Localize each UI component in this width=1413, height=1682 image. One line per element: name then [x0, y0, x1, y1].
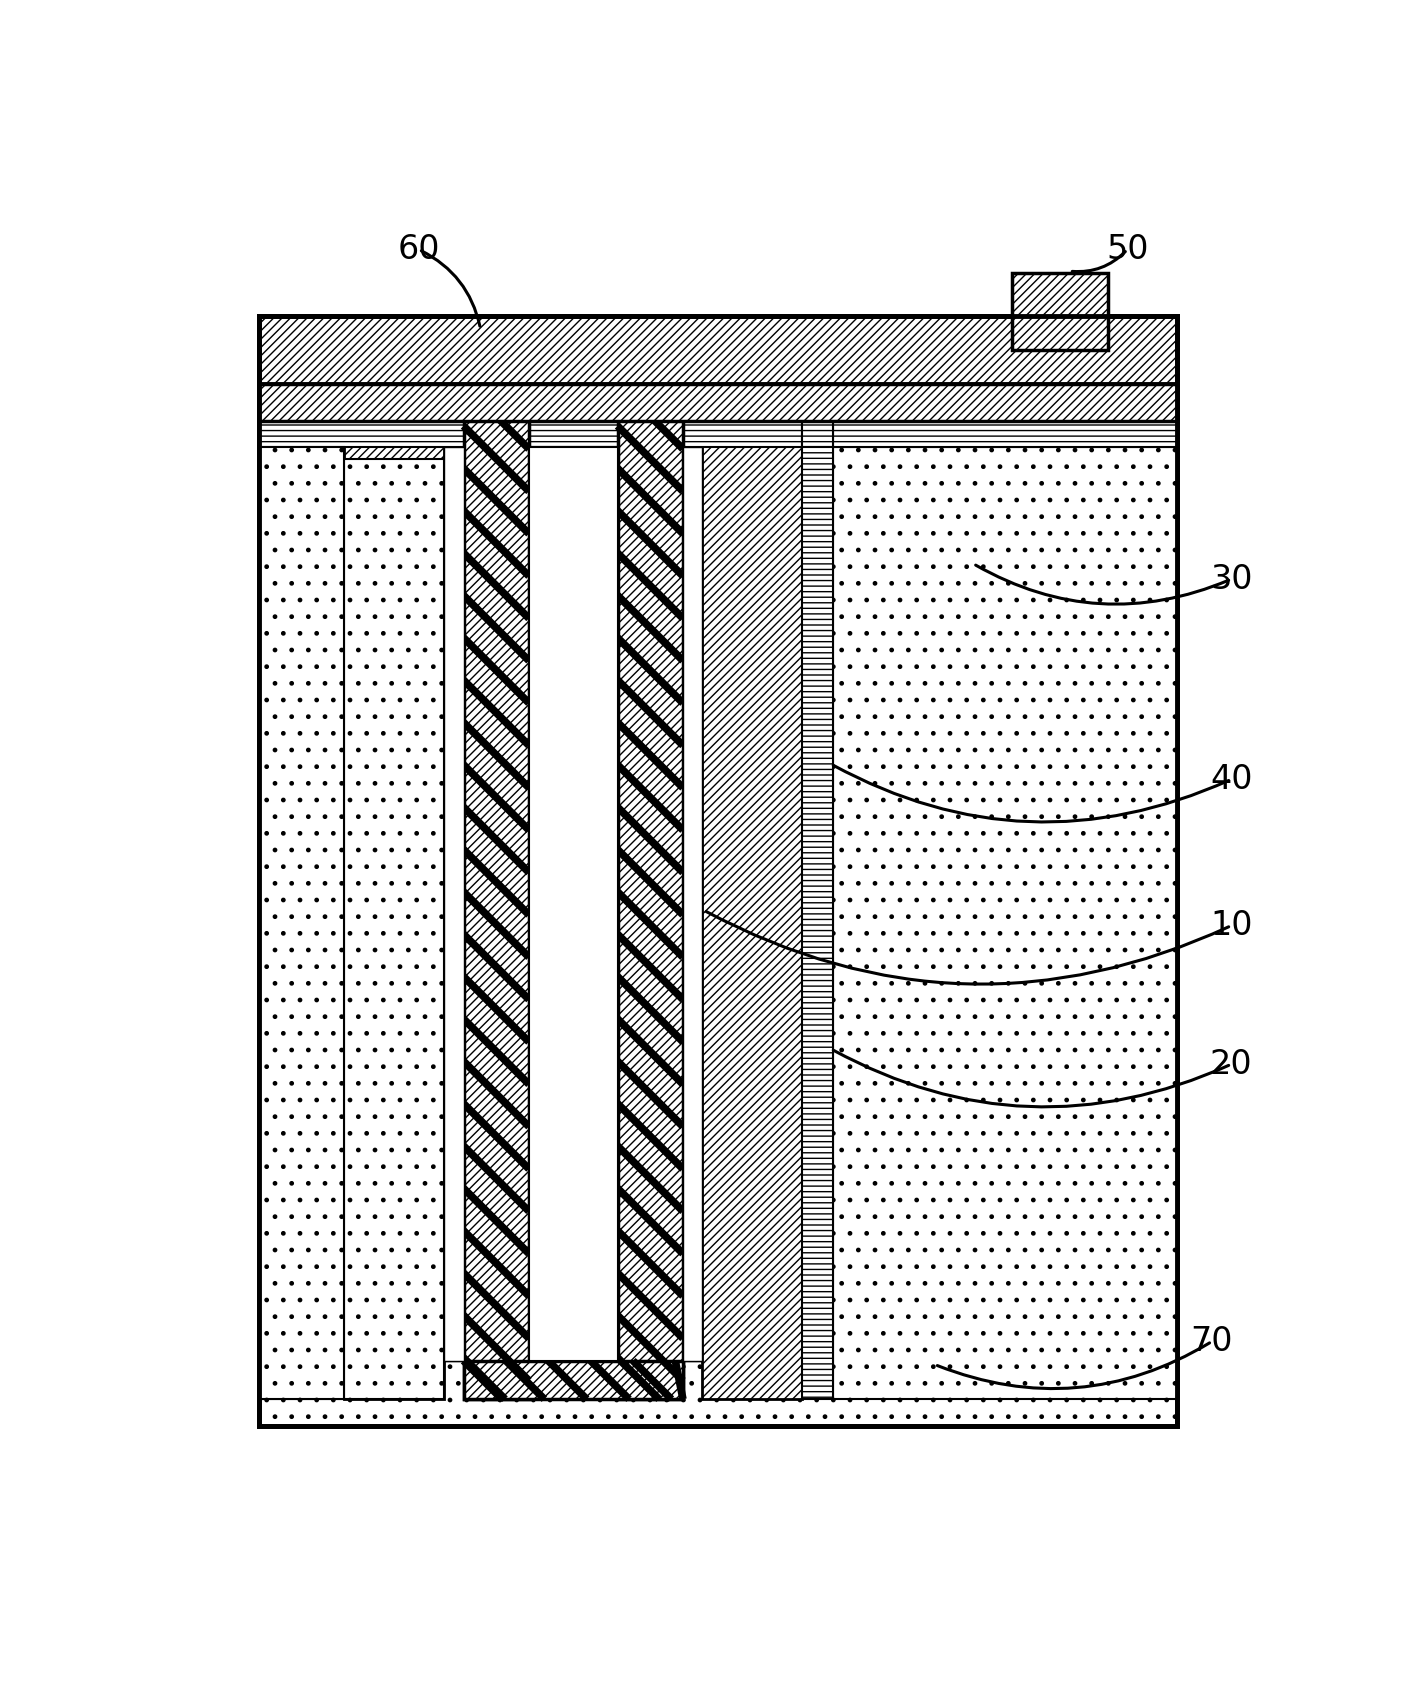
Bar: [702, 383, 803, 1399]
Bar: [260, 316, 1177, 383]
Bar: [260, 383, 1177, 420]
Bar: [260, 447, 345, 1399]
Bar: [444, 447, 463, 1361]
Bar: [528, 447, 617, 1361]
Bar: [1012, 274, 1108, 350]
Bar: [260, 420, 803, 447]
Bar: [682, 447, 702, 1361]
Text: 40: 40: [1210, 764, 1252, 796]
Bar: [463, 383, 528, 1399]
Text: 10: 10: [1210, 910, 1252, 942]
Bar: [260, 447, 345, 1399]
Bar: [260, 316, 1177, 383]
Text: 20: 20: [1210, 1048, 1252, 1082]
Bar: [528, 447, 617, 1361]
Bar: [803, 420, 834, 447]
Bar: [260, 316, 1177, 1426]
Text: 30: 30: [1210, 563, 1252, 595]
Bar: [345, 459, 444, 1399]
Text: 50: 50: [1106, 234, 1149, 266]
Bar: [444, 447, 463, 1361]
Bar: [834, 447, 1177, 1399]
Bar: [260, 316, 1177, 1426]
Bar: [803, 447, 834, 1399]
Bar: [260, 383, 1177, 420]
Bar: [834, 420, 1177, 447]
Bar: [463, 1361, 682, 1399]
Text: 70: 70: [1191, 1325, 1234, 1357]
Text: 60: 60: [397, 234, 439, 266]
Bar: [682, 447, 702, 1361]
Bar: [617, 383, 682, 1399]
Bar: [345, 383, 444, 1399]
